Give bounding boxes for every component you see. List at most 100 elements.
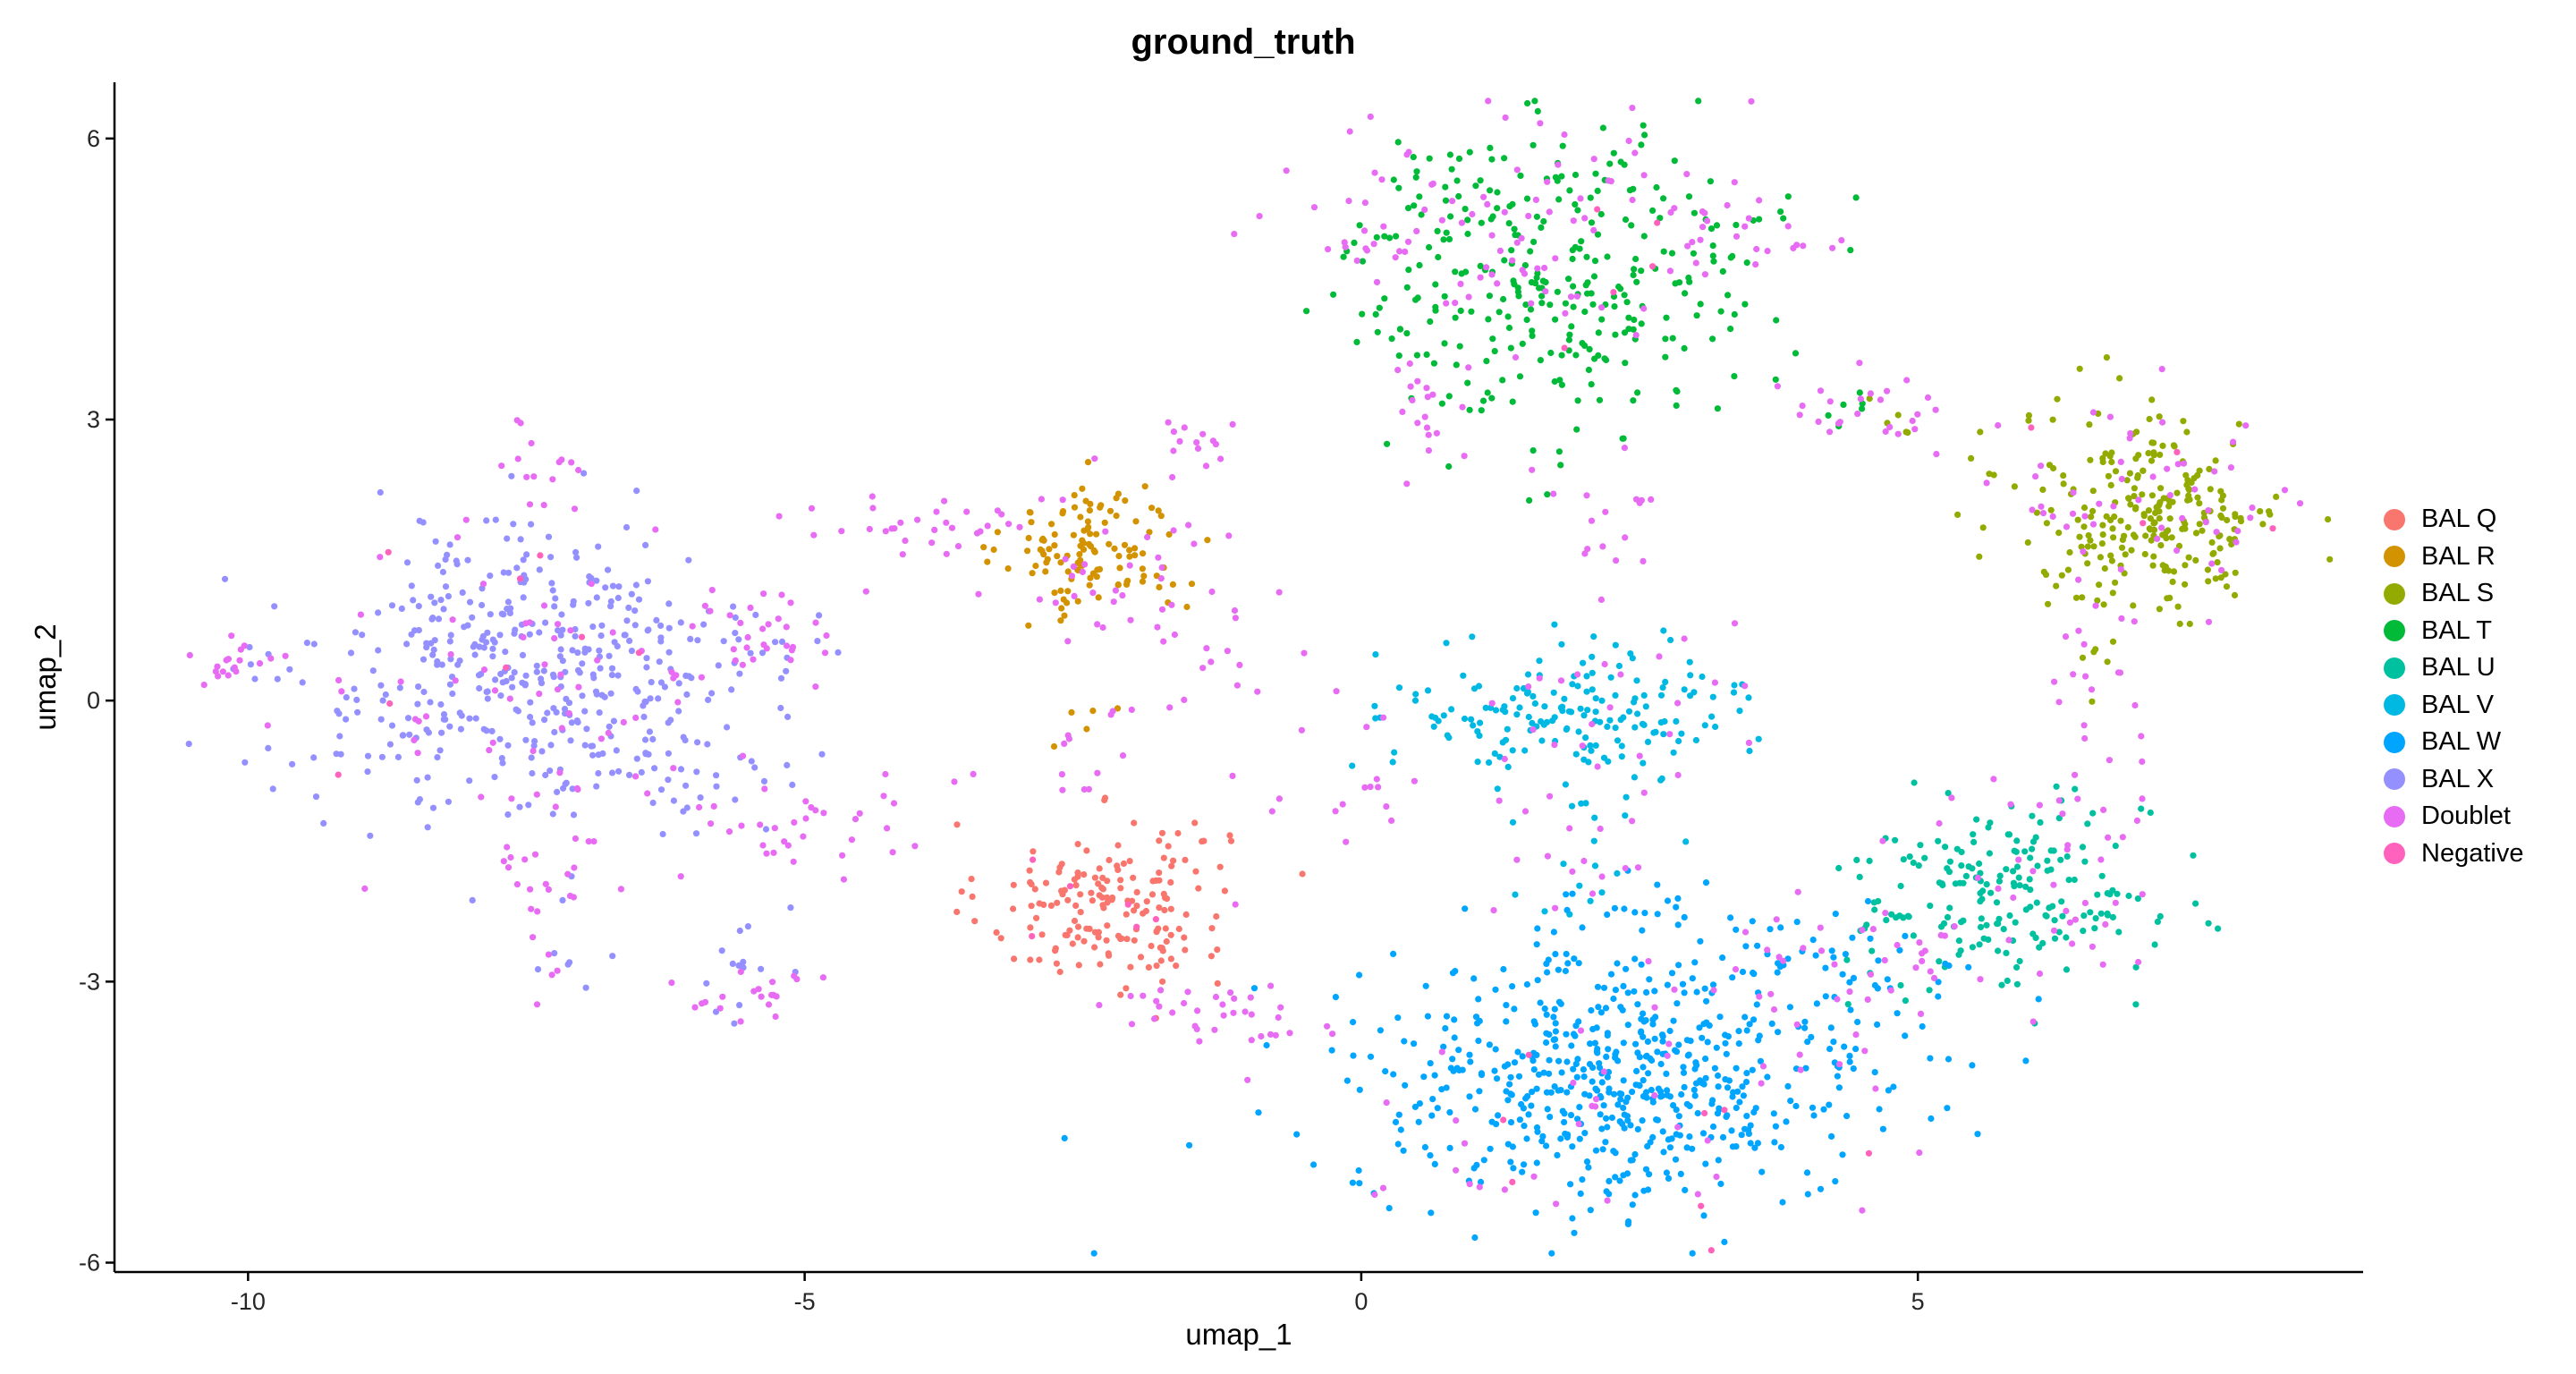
data-point <box>438 729 445 736</box>
x-tick-label: -10 <box>231 1288 266 1315</box>
data-point <box>1165 419 1172 426</box>
data-point <box>1842 951 1849 958</box>
data-point <box>1530 1018 1538 1025</box>
data-point <box>1156 837 1163 844</box>
data-point <box>1670 749 1677 756</box>
data-point <box>1083 725 1090 733</box>
data-point <box>1640 172 1648 179</box>
data-point <box>1701 1109 1708 1117</box>
data-point <box>1355 1166 1362 1175</box>
data-point <box>2168 534 2175 541</box>
data-point <box>1830 954 1837 961</box>
data-point <box>519 651 527 659</box>
data-point <box>2156 413 2163 420</box>
data-point <box>1559 703 1566 710</box>
data-point <box>1571 955 1578 963</box>
data-point <box>1511 225 1518 233</box>
data-point <box>1686 658 1693 666</box>
data-point <box>656 658 663 666</box>
data-point <box>1464 216 1471 224</box>
data-point <box>1523 195 1531 202</box>
data-point <box>1867 390 1874 397</box>
data-point <box>1683 1144 1690 1151</box>
series-bal-u <box>1835 779 2222 1027</box>
data-point <box>615 768 623 775</box>
data-point <box>1550 1014 1557 1021</box>
legend-item: Doublet <box>2384 798 2572 835</box>
data-point <box>1592 1085 1599 1092</box>
data-point <box>1857 395 1864 403</box>
data-point <box>1590 837 1597 844</box>
data-point <box>2038 462 2045 470</box>
data-point <box>1711 679 1718 686</box>
data-point <box>1155 507 1162 514</box>
data-point <box>1494 189 1501 196</box>
data-point <box>2205 920 2212 927</box>
data-point <box>1024 547 1031 555</box>
data-point <box>2131 701 2139 709</box>
data-point <box>1404 238 1412 245</box>
data-point <box>735 636 742 643</box>
data-point <box>1697 236 1704 243</box>
data-point <box>2047 847 2055 854</box>
data-point <box>589 742 597 750</box>
data-point <box>528 439 535 447</box>
data-point <box>2092 915 2099 922</box>
data-point <box>1495 1112 1502 1119</box>
data-point <box>931 526 938 534</box>
data-point <box>1772 1123 1779 1130</box>
data-point <box>665 776 672 784</box>
data-point <box>1708 713 1716 720</box>
data-point <box>787 904 794 912</box>
data-point <box>772 639 779 646</box>
data-point <box>1739 968 1747 976</box>
data-point <box>2072 916 2079 923</box>
data-point <box>414 750 421 757</box>
data-point <box>1563 1030 1570 1038</box>
y-axis-title: umap_2 <box>29 623 62 730</box>
data-point <box>884 825 891 832</box>
data-point <box>2005 937 2012 944</box>
data-point <box>1530 141 1537 148</box>
data-point <box>1597 210 1605 218</box>
data-point <box>1650 729 1657 736</box>
data-point <box>2176 620 2183 628</box>
data-point <box>1372 651 1379 658</box>
data-point <box>1400 1147 1407 1154</box>
data-point <box>2029 1018 2037 1025</box>
data-point <box>1642 703 1649 710</box>
data-point <box>1799 403 1806 410</box>
data-point <box>649 735 657 743</box>
data-point <box>1208 953 1215 960</box>
data-point <box>1501 208 1508 216</box>
data-point <box>2085 532 2092 539</box>
data-point <box>607 603 614 610</box>
data-point <box>1509 398 1516 405</box>
data-point <box>1505 220 1513 227</box>
data-point <box>440 711 448 718</box>
data-point <box>2122 551 2129 558</box>
data-point <box>1085 540 1093 548</box>
data-point <box>1487 1145 1494 1152</box>
data-point <box>228 632 235 640</box>
data-point <box>529 719 536 726</box>
data-point <box>2035 996 2042 1003</box>
data-point <box>1622 360 1629 367</box>
data-point <box>479 601 486 609</box>
data-point <box>2011 847 2018 854</box>
data-point <box>1746 747 1753 755</box>
data-point <box>1475 996 1482 1003</box>
data-point <box>594 657 601 664</box>
data-point <box>1751 1144 1758 1151</box>
data-point <box>696 803 703 811</box>
data-point <box>1515 293 1522 300</box>
data-point <box>1852 1031 1860 1039</box>
data-point <box>1815 418 1822 425</box>
data-point <box>1115 553 1123 560</box>
data-point <box>1986 850 1993 857</box>
data-point <box>1523 316 1530 324</box>
data-point <box>1455 192 1462 200</box>
data-point <box>1236 661 1243 669</box>
data-point <box>2038 503 2045 510</box>
data-point <box>1620 982 1627 989</box>
